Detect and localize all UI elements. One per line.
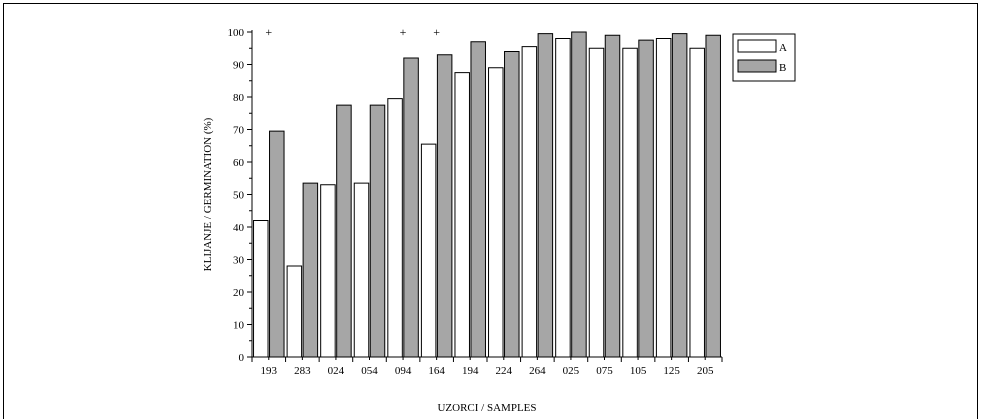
- bar-b-194: [470, 41, 486, 358]
- annotation-plus: +: [265, 25, 272, 39]
- x-tick-label: 194: [462, 365, 479, 377]
- bar-b-125: [671, 33, 688, 358]
- bar-a-054: [353, 182, 370, 358]
- bar-b-164: [436, 54, 453, 358]
- x-tick-label: 193: [261, 365, 278, 377]
- y-tick-label: 40: [233, 222, 245, 234]
- y-tick-label: 0: [239, 352, 245, 364]
- x-tick-label: 205: [697, 365, 714, 377]
- x-tick-label: 105: [630, 365, 647, 377]
- bar-b-094: [403, 57, 419, 358]
- bar-chart: 0 10 20 30 40 50 60 70 80 90 100 193 283 024 054 094 164…: [228, 25, 723, 377]
- figure-border: [3, 3, 978, 419]
- bar-a-205: [689, 47, 705, 358]
- bar-b-105: [638, 39, 654, 358]
- x-axis-label: UZORCI / SAMPLES: [437, 402, 536, 414]
- y-tick-label: 80: [233, 92, 245, 104]
- bar-a-094: [387, 98, 403, 358]
- legend-label-a: A: [779, 42, 787, 54]
- bar-b-025: [571, 31, 587, 358]
- y-tick-label: 60: [233, 157, 245, 169]
- bar-b-024: [336, 104, 352, 358]
- bar-b-075: [604, 34, 621, 358]
- x-tick-label: 025: [563, 365, 580, 377]
- y-tick-label: 70: [233, 125, 245, 137]
- x-tick-label: 125: [663, 365, 680, 377]
- bar-a-025: [555, 38, 571, 358]
- bar-a-164: [420, 143, 437, 358]
- bar-a-105: [622, 47, 638, 358]
- x-tick-label: 164: [428, 365, 445, 377]
- bar-b-283: [302, 182, 319, 358]
- legend-swatch-a: [737, 39, 777, 53]
- x-tick-label: 224: [496, 365, 513, 377]
- y-axis-label: KLIJANJE / GERMINATION (%): [202, 117, 214, 271]
- bar-a-283: [286, 265, 303, 358]
- bar-a-193: [253, 220, 269, 358]
- x-tick-label: 264: [529, 365, 546, 377]
- x-tick-label: 094: [395, 365, 412, 377]
- legend-label-b: B: [779, 62, 786, 74]
- legend-swatch-b: [737, 59, 777, 73]
- y-tick-label: 90: [233, 60, 245, 72]
- bar-a-024: [320, 184, 336, 358]
- bar-b-193: [269, 130, 285, 358]
- bar-b-205: [705, 34, 721, 358]
- bar-a-264: [521, 46, 538, 358]
- bar-b-224: [504, 51, 520, 358]
- chart-legend: AB: [732, 33, 796, 82]
- y-tick-label: 30: [233, 255, 245, 267]
- x-tick-label: 075: [596, 365, 613, 377]
- annotation-plus: +: [400, 25, 407, 39]
- y-tick-label: 20: [233, 287, 245, 299]
- bar-b-264: [537, 33, 554, 358]
- bar-a-075: [588, 47, 605, 358]
- bar-b-054: [369, 104, 386, 358]
- bar-a-125: [655, 38, 672, 358]
- bar-a-194: [454, 72, 470, 358]
- annotation-plus: +: [433, 25, 440, 39]
- x-tick-label: 283: [294, 365, 311, 377]
- y-tick-label: 100: [228, 27, 245, 39]
- x-tick-label: 024: [328, 365, 345, 377]
- y-tick-label: 10: [233, 320, 245, 332]
- x-tick-label: 054: [361, 365, 378, 377]
- bar-a-224: [488, 67, 504, 358]
- y-tick-label: 50: [233, 190, 245, 202]
